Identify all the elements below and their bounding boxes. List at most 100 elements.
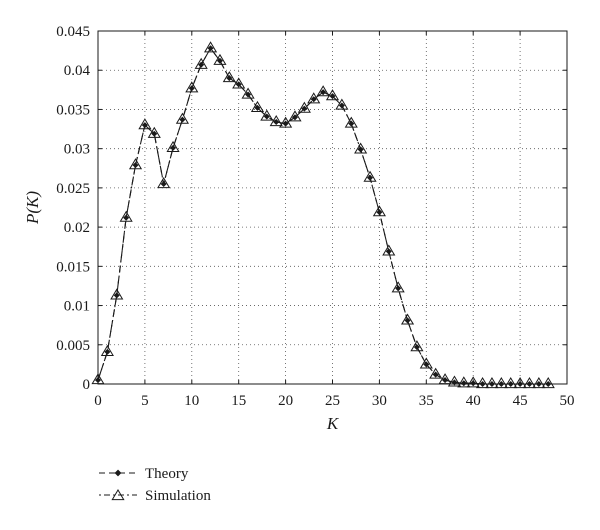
x-tick-label: 0 — [94, 393, 102, 409]
simulation-point — [541, 377, 555, 389]
x-tick-label: 25 — [325, 393, 340, 409]
x-tick-label: 45 — [513, 393, 528, 409]
y-tick-label: 0.02 — [64, 220, 90, 236]
simulation-point — [279, 116, 293, 128]
legend-item-theory: Theory — [99, 466, 189, 482]
simulation-point — [260, 109, 274, 121]
series-line-theory — [97, 47, 549, 385]
legend-item-simulation: Simulation — [99, 488, 211, 504]
simulation-point — [194, 57, 208, 69]
simulation-point — [504, 377, 518, 389]
simulation-point — [372, 205, 386, 217]
x-tick-label: 35 — [419, 393, 434, 409]
x-tick-label: 10 — [184, 393, 199, 409]
y-tick-label: 0 — [83, 377, 91, 393]
simulation-point — [400, 313, 415, 325]
simulation-point — [157, 176, 171, 189]
simulation-point — [476, 377, 490, 389]
simulation-point — [288, 110, 302, 122]
simulation-point — [438, 373, 452, 385]
simulation-point — [447, 375, 462, 387]
simulation-point — [222, 71, 236, 83]
legend-label: Theory — [145, 466, 189, 482]
theory-point — [413, 344, 420, 351]
simulation-point — [185, 81, 199, 93]
y-tick-label: 0.025 — [56, 181, 90, 197]
x-tick-label: 20 — [278, 393, 293, 409]
simulation-point — [297, 101, 311, 113]
series-theory — [94, 45, 552, 388]
simulation-point — [466, 376, 480, 388]
simulation-point — [128, 158, 143, 170]
y-tick-label: 0.04 — [64, 63, 91, 79]
x-tick-label: 15 — [231, 393, 246, 409]
simulation-point — [241, 87, 255, 99]
simulation-point — [100, 344, 114, 356]
theory-point — [254, 104, 261, 111]
x-tick-label: 50 — [560, 393, 575, 409]
theory-point — [188, 85, 195, 92]
simulation-point — [344, 116, 358, 128]
theory-point — [442, 377, 449, 384]
axis-ticks: 0 5 10 15 20 25 30 35 40 45 50 0 0.005 0.01 0.015 0.02 0… — [56, 24, 574, 409]
series-layer — [91, 41, 555, 389]
simulation-point — [457, 376, 471, 388]
theory-point — [273, 118, 280, 126]
y-tick-label: 0.045 — [56, 24, 90, 40]
simulation-point — [119, 210, 133, 222]
theory-point — [498, 380, 505, 388]
simulation-point — [232, 77, 246, 89]
y-tick-label: 0.035 — [56, 102, 90, 118]
theory-point — [104, 348, 111, 355]
legend: Theory Simulation — [99, 466, 211, 504]
y-tick-label: 0.01 — [64, 299, 90, 315]
theory-point — [207, 45, 214, 52]
x-tick-label: 40 — [466, 393, 481, 409]
theory-point — [376, 209, 383, 216]
simulation-point — [138, 118, 152, 130]
simulation-point — [410, 340, 424, 352]
simulation-point — [307, 92, 321, 104]
simulation-point — [494, 377, 508, 389]
simulation-point — [250, 100, 265, 112]
legend-label: Simulation — [145, 488, 211, 504]
simulation-point — [532, 377, 546, 389]
simulation-point — [110, 288, 124, 300]
y-tick-label: 0.015 — [56, 259, 90, 275]
simulation-point — [354, 142, 368, 154]
grid — [98, 31, 567, 384]
simulation-point — [419, 357, 433, 369]
series-simulation — [91, 41, 555, 389]
simulation-point — [513, 377, 527, 389]
simulation-point — [269, 115, 283, 127]
simulation-point — [316, 85, 330, 97]
y-tick-label: 0.005 — [56, 338, 90, 354]
simulation-point — [522, 377, 537, 389]
simulation-point — [147, 126, 161, 138]
simulation-point — [391, 281, 405, 293]
simulation-point — [166, 140, 180, 152]
theory-point — [526, 380, 533, 388]
simulation-point — [335, 98, 349, 110]
y-axis-label: P(K) — [23, 191, 42, 225]
y-tick-label: 0.03 — [64, 142, 90, 158]
simulation-point — [213, 53, 227, 65]
x-axis-label: K — [326, 414, 340, 433]
series-line-simulation — [97, 47, 549, 385]
x-tick-label: 30 — [372, 393, 387, 409]
simulation-point — [325, 89, 340, 101]
theory-point — [245, 91, 252, 98]
simulation-point — [363, 170, 377, 182]
legend-diamond-marker — [114, 469, 122, 477]
simulation-point — [175, 112, 189, 124]
legend-triangle-marker — [111, 489, 125, 501]
simulation-point — [91, 373, 105, 385]
theory-point — [517, 380, 524, 388]
x-tick-label: 5 — [141, 393, 149, 409]
simulation-point — [485, 377, 499, 389]
simulation-point — [429, 367, 443, 379]
simulation-point — [203, 41, 218, 53]
simulation-point — [382, 244, 396, 256]
